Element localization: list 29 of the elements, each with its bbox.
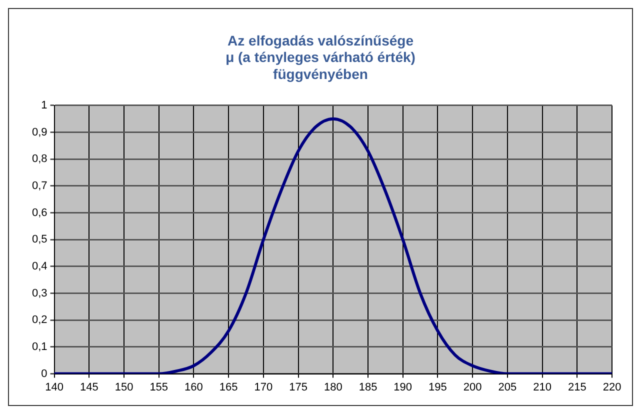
y-tick-label: 0,6 [32, 206, 48, 219]
y-tick-label: 0,3 [32, 287, 48, 300]
y-tick-label: 0,7 [32, 180, 48, 192]
x-tick-label: 180 [324, 381, 342, 394]
x-tick-label: 195 [428, 381, 447, 394]
x-tick-label: 215 [568, 381, 586, 394]
x-tick-label: 165 [219, 381, 238, 394]
x-tick-label: 210 [533, 381, 552, 394]
y-tick-label: 0,9 [32, 126, 48, 138]
x-tick-label: 175 [289, 381, 308, 394]
chart-title: Az elfogadás valószínűsége μ (a tényleges várható érték) függvényében [226, 32, 416, 82]
y-tick-label: 0,5 [32, 234, 48, 246]
x-tick-label: 205 [498, 381, 517, 394]
y-tick-label: 0,8 [32, 153, 48, 166]
x-tick-label: 190 [394, 381, 412, 394]
x-tick-label: 150 [114, 381, 134, 394]
y-tick-label: 0,2 [32, 314, 48, 326]
x-tick-label: 140 [45, 381, 64, 394]
y-tick-label: 0,4 [32, 260, 48, 272]
x-tick-label: 185 [358, 381, 378, 394]
y-tick-label: 0,1 [32, 340, 48, 353]
x-tick-label: 155 [150, 381, 168, 394]
y-tick-label: 0 [41, 368, 48, 380]
x-tick-label: 220 [602, 381, 622, 394]
x-tick-label: 200 [463, 381, 482, 394]
x-tick-label: 145 [80, 381, 98, 394]
x-tick-label: 170 [254, 381, 273, 394]
y-tick-label: 1 [41, 99, 48, 112]
x-tick-label: 160 [184, 381, 203, 394]
